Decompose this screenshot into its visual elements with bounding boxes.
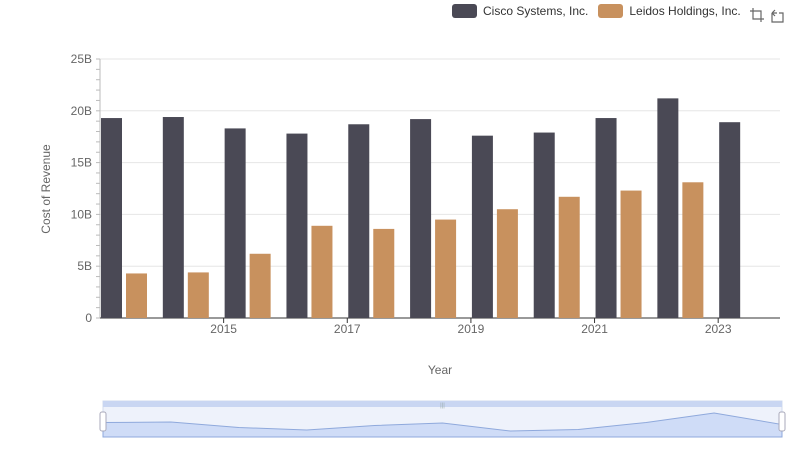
zoom-left-handle	[99, 411, 107, 432]
y-tick-label: 10B	[71, 207, 92, 221]
bar-cisco-2022	[595, 118, 617, 318]
bar-cisco-2016	[224, 128, 246, 318]
zoom-icon[interactable]	[748, 6, 766, 24]
y-tick-label: 20B	[71, 104, 92, 118]
restore-icon[interactable]	[768, 6, 786, 24]
bar-cisco-2021	[533, 132, 555, 318]
y-tick-label: 0	[85, 311, 92, 325]
bar-cisco-2014	[101, 118, 122, 318]
bar-leidos-2022	[620, 190, 642, 318]
bar-leidos-2020	[496, 209, 518, 318]
legend-item-leidos[interactable]: Leidos Holdings, Inc.	[598, 4, 741, 18]
x-tick-label: 2021	[581, 322, 608, 336]
bar-cisco-2023	[657, 98, 679, 318]
x-tick-label: 2019	[458, 322, 485, 336]
bar-leidos-2023	[682, 182, 704, 318]
y-tick-label: 15B	[71, 156, 92, 170]
bar-leidos-2014	[126, 273, 147, 318]
bar-leidos-2018	[373, 228, 395, 318]
y-tick-label: 5B	[77, 259, 92, 273]
bar-cisco-2024	[719, 122, 741, 318]
bar-leidos-2017	[311, 225, 333, 318]
toolbox	[746, 6, 786, 24]
y-axis-title: Cost of Revenue	[39, 144, 53, 234]
bar-cisco-2017	[286, 133, 308, 318]
zoom-preview-area	[102, 412, 783, 438]
legend-label-leidos: Leidos Holdings, Inc.	[629, 4, 741, 18]
data-zoom-slider[interactable]: |||	[99, 400, 786, 438]
bars	[101, 98, 741, 319]
zoom-grip-icon: |||	[440, 403, 445, 409]
x-tick-label: 2015	[210, 322, 237, 336]
bar-cisco-2019	[410, 119, 432, 318]
x-axis-title: Year	[428, 363, 452, 377]
legend-item-cisco[interactable]: Cisco Systems, Inc.	[452, 4, 588, 18]
bar-cisco-2020	[471, 135, 493, 318]
legend-swatch-cisco	[452, 4, 477, 18]
bar-cisco-2018	[348, 124, 370, 318]
x-tick-label: 2017	[334, 322, 361, 336]
bar-leidos-2015	[187, 272, 209, 318]
bar-cisco-2015	[162, 117, 184, 319]
y-tick-label: 25B	[71, 52, 92, 66]
zoom-right-handle	[778, 411, 786, 432]
y-axis: 0 5B 10B 15B 20B 25B	[71, 52, 101, 325]
x-axis: 2015 2017 2019 2021 2023	[100, 317, 780, 336]
legend: Cisco Systems, Inc. Leidos Holdings, Inc…	[452, 4, 751, 18]
bar-leidos-2021	[558, 196, 580, 318]
legend-swatch-leidos	[598, 4, 624, 18]
zoom-top-bar	[103, 401, 782, 407]
bar-leidos-2019	[435, 219, 457, 318]
legend-label-cisco: Cisco Systems, Inc.	[483, 4, 589, 18]
bar-leidos-2016	[249, 253, 271, 318]
x-tick-label: 2023	[705, 322, 732, 336]
